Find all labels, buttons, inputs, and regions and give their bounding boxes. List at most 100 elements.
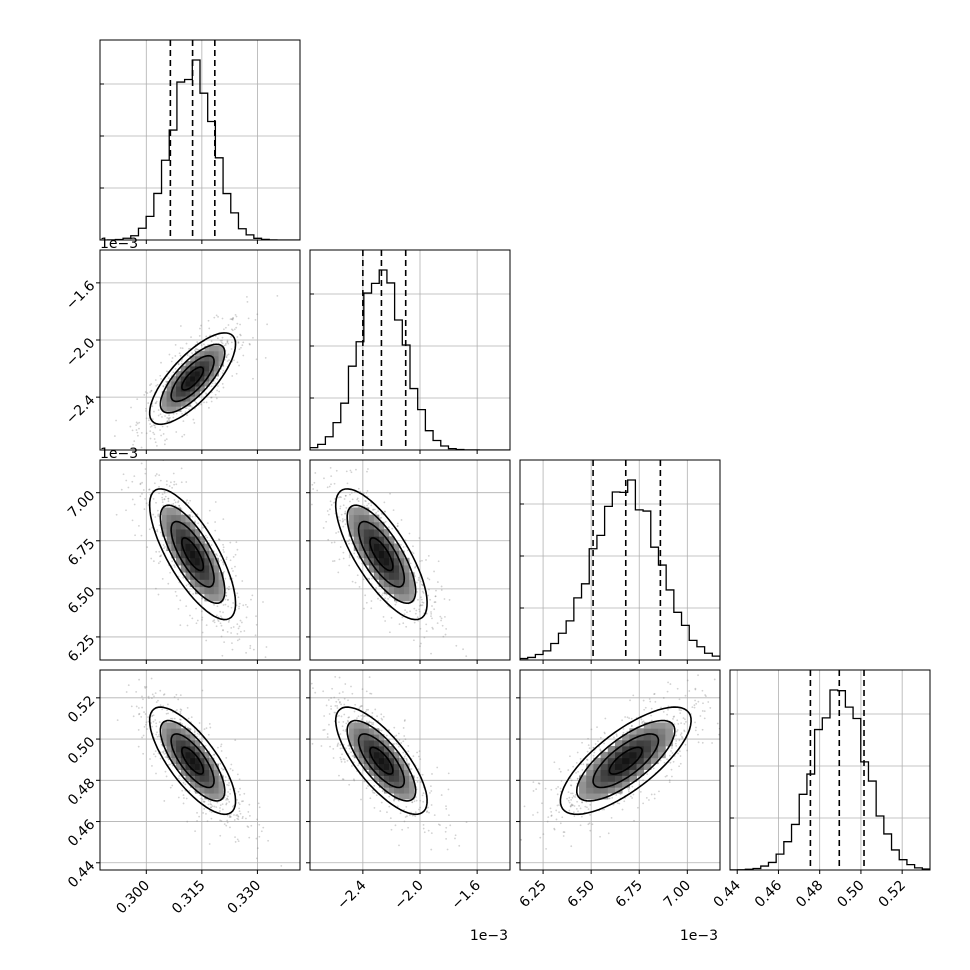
scatter-point: [231, 642, 233, 645]
scatter-point: [675, 734, 678, 737]
density-cell: [658, 751, 666, 759]
scatter-point: [398, 623, 401, 626]
scatter-point: [227, 342, 230, 345]
contour-level-2: [357, 520, 406, 588]
density-cell: [368, 550, 375, 559]
scatter-point: [351, 692, 354, 695]
density-cell: [218, 350, 224, 357]
scatter-point: [146, 728, 148, 730]
scatter-point: [236, 592, 239, 595]
density-cell: [218, 579, 224, 587]
scatter-point: [222, 562, 225, 564]
scatter-point: [236, 623, 239, 626]
scatter-point: [242, 341, 245, 344]
scatter-point: [449, 824, 452, 827]
scatter-point: [344, 510, 347, 513]
scatter-point: [229, 541, 232, 544]
scatter-point: [246, 606, 249, 608]
density-cell: [643, 728, 652, 735]
scatter-point: [610, 816, 613, 819]
scatter-point: [430, 804, 433, 806]
scatter-point: [381, 790, 384, 793]
scatter-point: [586, 750, 589, 753]
scatter-point: [248, 343, 251, 346]
density-cell: [166, 529, 172, 537]
scatter-point: [363, 780, 366, 783]
scatter-point: [173, 566, 176, 568]
scatter-point: [603, 808, 606, 811]
scatter-point: [348, 542, 350, 545]
density-cell: [614, 757, 623, 765]
scatter-point: [228, 619, 231, 622]
density-cell: [185, 381, 191, 387]
density-cell: [213, 593, 219, 602]
density-cell: [204, 781, 210, 788]
scatter-point: [91, 434, 93, 436]
scatter-point: [645, 796, 648, 799]
scatter-point: [697, 674, 699, 677]
scatter-point: [229, 816, 232, 818]
scatter-point: [428, 811, 430, 814]
scatter-point: [381, 718, 384, 721]
x-tick-label: 0.46: [752, 877, 785, 910]
scatter-point: [338, 714, 340, 717]
scatter-point: [230, 763, 233, 766]
density-cell: [166, 396, 172, 402]
density-cell: [368, 529, 375, 537]
scatter-point: [615, 735, 618, 737]
scatter-point: [579, 807, 582, 810]
scatter-point: [218, 810, 221, 812]
scatter-point: [373, 806, 376, 809]
scatter-point: [679, 755, 682, 757]
scatter-point: [201, 597, 203, 600]
scatter-point: [414, 811, 417, 814]
density-panel-3-0: 0.440.460.480.500.520.300 0.315 0.330: [65, 669, 301, 918]
density-cell: [593, 781, 601, 788]
scatter-point: [215, 625, 218, 628]
scatter-point: [800, 672, 802, 674]
scatter-point: [220, 624, 223, 627]
scatter-point: [168, 419, 171, 422]
scatter-point: [256, 313, 259, 316]
x-tick-label: 0.50: [834, 878, 867, 911]
scatter-point: [342, 551, 345, 554]
scatter-point: [344, 512, 347, 515]
x-tick-label: 0.330: [225, 878, 265, 918]
scatter-point: [360, 705, 363, 707]
scatter-point: [427, 806, 430, 809]
scatter-point: [223, 570, 226, 573]
scatter-point: [244, 603, 247, 606]
scatter-point: [137, 745, 140, 748]
contour-level-2: [170, 733, 215, 789]
scatter-point: [370, 721, 373, 724]
scatter-point: [255, 857, 258, 860]
scatter-point: [412, 639, 415, 642]
contour-level-4: [559, 706, 692, 816]
scatter-point: [236, 361, 239, 364]
scatter-point: [213, 805, 216, 808]
density-cell: [665, 734, 673, 741]
density-cell: [593, 793, 601, 800]
scatter-point: [162, 385, 165, 387]
scatter-point: [366, 470, 368, 473]
scatter-point: [158, 735, 161, 738]
scatter-point: [430, 848, 433, 851]
scatter-point: [158, 492, 160, 495]
density-cell: [209, 572, 215, 580]
scatter-point: [209, 726, 212, 729]
scatter-point: [420, 583, 423, 586]
scatter-point: [323, 477, 325, 480]
density-cell: [373, 557, 380, 566]
scatter-point: [214, 529, 217, 532]
scatter-point: [426, 577, 429, 580]
density-cell: [171, 521, 177, 530]
scatter-point: [140, 446, 143, 449]
scatter-point: [238, 607, 240, 610]
scatter-point: [562, 835, 565, 837]
scatter-point: [179, 354, 182, 357]
density-cell: [180, 366, 186, 372]
scatter-point: [677, 723, 680, 725]
density-cell: [378, 757, 385, 765]
density-cell: [363, 728, 370, 735]
scatter-point: [395, 601, 398, 604]
